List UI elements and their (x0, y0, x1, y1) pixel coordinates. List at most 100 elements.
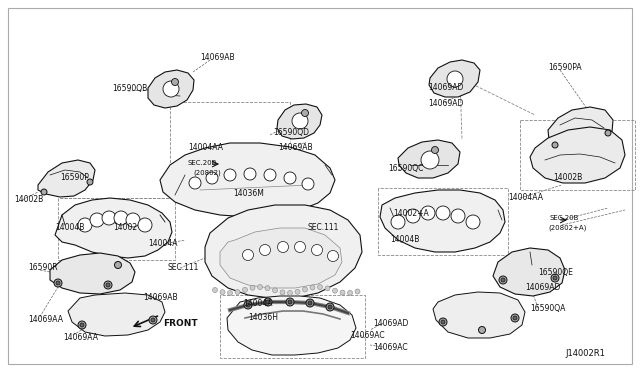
Polygon shape (148, 70, 194, 108)
Text: J14002R1: J14002R1 (565, 350, 605, 359)
Circle shape (257, 285, 262, 289)
Polygon shape (50, 253, 135, 294)
Circle shape (441, 320, 445, 324)
Circle shape (259, 244, 271, 256)
Polygon shape (205, 205, 362, 298)
Circle shape (56, 281, 60, 285)
Circle shape (265, 286, 270, 291)
Circle shape (348, 291, 353, 295)
Circle shape (301, 109, 308, 116)
Text: 16590QA: 16590QA (530, 304, 565, 312)
Circle shape (54, 279, 62, 287)
Text: 14069AB: 14069AB (200, 54, 235, 62)
Circle shape (294, 241, 305, 253)
Circle shape (292, 113, 308, 129)
Circle shape (447, 71, 463, 87)
Text: 16590QC: 16590QC (388, 164, 424, 173)
Circle shape (266, 300, 270, 304)
Circle shape (78, 321, 86, 329)
Circle shape (172, 78, 179, 86)
Circle shape (114, 211, 128, 225)
Circle shape (306, 299, 314, 307)
Text: 14069AD: 14069AD (373, 318, 408, 327)
Circle shape (317, 285, 323, 289)
Circle shape (149, 316, 157, 324)
Text: (20802+A): (20802+A) (548, 225, 586, 231)
Circle shape (328, 305, 332, 309)
Polygon shape (55, 198, 172, 258)
Circle shape (326, 303, 334, 311)
Circle shape (151, 318, 155, 322)
Text: 14069AA: 14069AA (28, 315, 63, 324)
Circle shape (264, 169, 276, 181)
Circle shape (605, 130, 611, 136)
Circle shape (243, 287, 248, 292)
Circle shape (244, 168, 256, 180)
Circle shape (295, 289, 300, 294)
Circle shape (302, 178, 314, 190)
Polygon shape (277, 104, 322, 139)
Text: SEC.20B: SEC.20B (188, 160, 218, 166)
Circle shape (102, 211, 116, 225)
Polygon shape (68, 293, 165, 336)
Circle shape (287, 291, 292, 295)
Circle shape (308, 301, 312, 305)
Polygon shape (530, 127, 625, 183)
Text: 14069AC: 14069AC (350, 331, 385, 340)
Circle shape (312, 244, 323, 256)
Text: 16590PA: 16590PA (548, 64, 582, 73)
Polygon shape (160, 143, 335, 217)
Text: 14004B: 14004B (55, 224, 84, 232)
Polygon shape (429, 60, 480, 97)
Text: 14002+A: 14002+A (393, 208, 429, 218)
Circle shape (333, 288, 337, 293)
Circle shape (104, 281, 112, 289)
Circle shape (340, 290, 345, 295)
Circle shape (328, 250, 339, 262)
Text: SEC.20B: SEC.20B (550, 215, 579, 221)
Text: 14004A: 14004A (243, 298, 273, 308)
Circle shape (421, 206, 435, 220)
Text: 14036H: 14036H (248, 314, 278, 323)
Circle shape (431, 147, 438, 154)
Circle shape (466, 215, 480, 229)
Text: 14069AD: 14069AD (525, 283, 561, 292)
Circle shape (41, 189, 47, 195)
Polygon shape (220, 228, 342, 288)
Circle shape (163, 81, 179, 97)
Circle shape (479, 327, 486, 334)
Circle shape (244, 301, 252, 309)
Circle shape (246, 303, 250, 307)
Circle shape (90, 213, 104, 227)
Circle shape (80, 323, 84, 327)
Circle shape (552, 142, 558, 148)
Circle shape (250, 285, 255, 290)
Text: 16590QD: 16590QD (273, 128, 309, 138)
Text: 14002: 14002 (113, 224, 137, 232)
Text: 14002B: 14002B (14, 196, 44, 205)
Circle shape (391, 215, 405, 229)
Circle shape (303, 287, 307, 292)
Circle shape (212, 288, 218, 292)
Circle shape (106, 283, 110, 287)
Circle shape (499, 276, 507, 284)
Circle shape (280, 290, 285, 295)
Text: 16590P: 16590P (60, 173, 89, 183)
Text: 14004B: 14004B (390, 235, 419, 244)
Circle shape (325, 286, 330, 291)
Circle shape (436, 206, 450, 220)
Circle shape (511, 314, 519, 322)
Text: 14004AA: 14004AA (508, 193, 543, 202)
Text: 16590QE: 16590QE (538, 269, 573, 278)
Circle shape (243, 250, 253, 260)
Text: (20802): (20802) (193, 170, 221, 176)
Text: 14069AA: 14069AA (63, 334, 98, 343)
Circle shape (138, 218, 152, 232)
Polygon shape (380, 190, 505, 252)
Circle shape (501, 278, 505, 282)
Text: 14069AB: 14069AB (278, 144, 312, 153)
Polygon shape (398, 140, 460, 178)
Circle shape (551, 274, 559, 282)
Circle shape (310, 285, 315, 290)
Text: 14004AA: 14004AA (188, 144, 223, 153)
